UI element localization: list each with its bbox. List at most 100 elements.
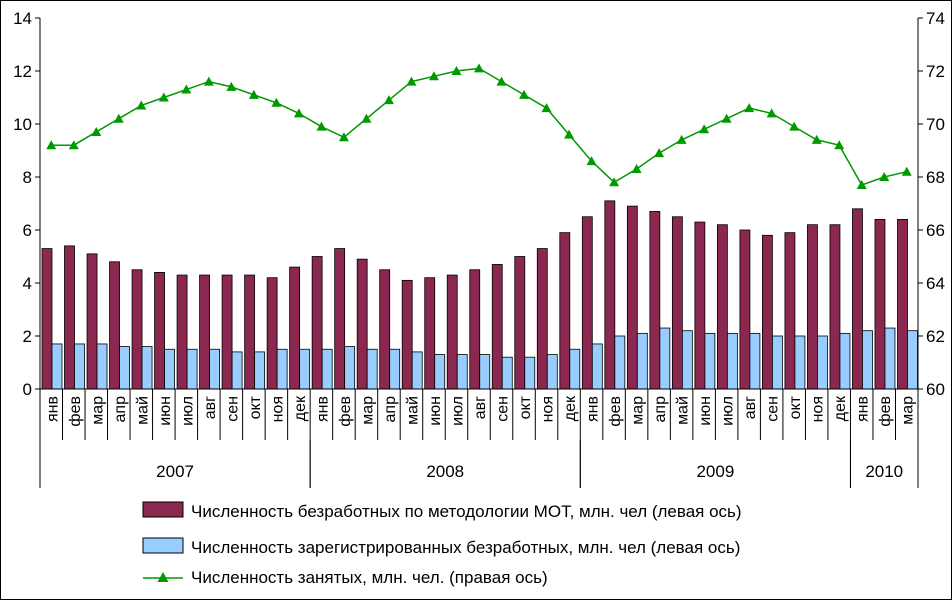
year-label: 2009	[696, 462, 734, 481]
bar-unemployed-registered	[501, 356, 513, 390]
marker-employed	[699, 124, 710, 134]
month-label: янв	[314, 396, 331, 422]
month-label: апр	[112, 396, 129, 423]
bar-unemployed-ilo	[559, 232, 571, 390]
marker-employed	[203, 76, 214, 86]
right-tick-label: 68	[926, 168, 945, 187]
month-label: фев	[607, 396, 624, 427]
marker-employed	[406, 76, 417, 86]
marker-employed	[181, 84, 192, 94]
month-label: янв	[585, 396, 602, 422]
marker-employed	[721, 113, 732, 123]
bar-unemployed-ilo	[649, 211, 661, 390]
marker-employed	[879, 172, 890, 181]
bar-unemployed-registered	[186, 348, 198, 390]
month-label: май	[134, 396, 151, 425]
marker-employed	[316, 121, 327, 131]
bar-unemployed-ilo	[154, 271, 165, 390]
right-tick-label: 74	[926, 9, 945, 28]
month-label: фев	[67, 396, 84, 427]
legend-swatch-unemployed-registered	[142, 537, 184, 554]
left-axis: 0 2 4 6 8 10 12 14	[13, 9, 41, 399]
bar-unemployed-registered	[749, 332, 761, 390]
marker-employed	[789, 121, 800, 131]
left-tick-label: 2	[23, 327, 32, 346]
bar-unemployed-ilo	[807, 224, 818, 390]
bar-unemployed-registered	[569, 348, 581, 390]
bar-unemployed-registered	[839, 332, 851, 390]
right-tick-label: 62	[926, 327, 945, 346]
bar-unemployed-ilo	[581, 216, 593, 390]
right-tick-label: 70	[926, 115, 945, 134]
marker-employed	[293, 108, 304, 118]
bar-unemployed-ilo	[266, 277, 278, 390]
month-label: май	[404, 396, 421, 425]
month-label: фев	[337, 396, 354, 427]
bar-unemployed-ilo	[199, 274, 210, 390]
marker-employed	[676, 134, 687, 144]
month-label: июл	[179, 396, 196, 426]
bar-unemployed-registered	[524, 356, 536, 390]
bar-unemployed-ilo	[356, 258, 368, 390]
bar-unemployed-ilo	[311, 256, 323, 390]
bar-unemployed-registered	[884, 327, 896, 390]
marker-employed	[586, 156, 597, 166]
bar-unemployed-ilo	[626, 205, 638, 390]
bar-unemployed-registered	[456, 354, 468, 390]
bar-unemployed-ilo	[446, 274, 458, 390]
bar-unemployed-ilo	[671, 216, 683, 390]
marker-employed	[383, 95, 394, 105]
year-label: 2007	[156, 462, 194, 481]
month-label: мар	[89, 396, 106, 425]
bar-unemployed-registered	[366, 348, 378, 390]
marker-employed	[496, 76, 507, 86]
marker-employed	[564, 129, 575, 139]
month-label: июл	[449, 396, 466, 426]
bar-unemployed-ilo	[874, 218, 886, 390]
marker-employed	[834, 140, 845, 150]
marker-employed	[226, 81, 237, 91]
bar-unemployed-ilo	[739, 229, 751, 390]
marker-employed	[451, 66, 462, 75]
marker-employed	[541, 103, 552, 113]
bar-unemployed-ilo	[897, 218, 908, 390]
bar-unemployed-ilo	[86, 253, 98, 390]
month-label: май	[675, 396, 692, 425]
marker-employed	[338, 132, 349, 142]
month-label: июн	[697, 396, 714, 426]
bar-unemployed-registered	[704, 332, 716, 390]
marker-employed	[856, 179, 867, 189]
month-label: июл	[720, 396, 737, 426]
bar-unemployed-ilo	[784, 232, 796, 390]
month-label: апр	[382, 396, 399, 423]
legend-item-employed: Численность занятых, млн. чел. (правая о…	[143, 568, 548, 587]
bar-unemployed-registered	[817, 335, 828, 390]
marker-employed	[248, 89, 259, 99]
bar-unemployed-ilo	[401, 279, 413, 390]
x-axis: янв фев мар апр май июн июл авг сен окт ноя дек янв ф…	[39, 388, 919, 488]
month-label: дек	[832, 395, 849, 421]
right-tick-label: 64	[926, 274, 945, 293]
month-label: сен	[495, 396, 512, 422]
legend-swatch-unemployed-ilo	[142, 501, 184, 518]
bar-unemployed-ilo	[716, 224, 728, 390]
marker-employed	[766, 108, 777, 118]
month-label: ноя	[810, 396, 827, 422]
bar-unemployed-registered	[299, 348, 311, 390]
bar-unemployed-ilo	[536, 248, 548, 390]
bar-unemployed-ilo	[514, 256, 526, 390]
right-tick-label: 66	[926, 221, 945, 240]
bar-unemployed-registered	[862, 330, 873, 390]
marker-employed	[68, 140, 79, 150]
marker-employed	[631, 164, 642, 174]
month-label: ноя	[269, 396, 286, 422]
bar-unemployed-ilo	[379, 269, 391, 390]
bar-unemployed-registered	[591, 343, 603, 390]
month-label: ноя	[540, 396, 557, 422]
marker-employed	[519, 89, 530, 99]
bar-unemployed-registered	[119, 346, 130, 390]
month-label: июн	[427, 396, 444, 426]
bar-unemployed-registered	[276, 348, 288, 390]
legend-label-unemployed-ilo: Численность безработных по методологии М…	[191, 502, 742, 521]
bar-unemployed-registered	[344, 346, 356, 390]
